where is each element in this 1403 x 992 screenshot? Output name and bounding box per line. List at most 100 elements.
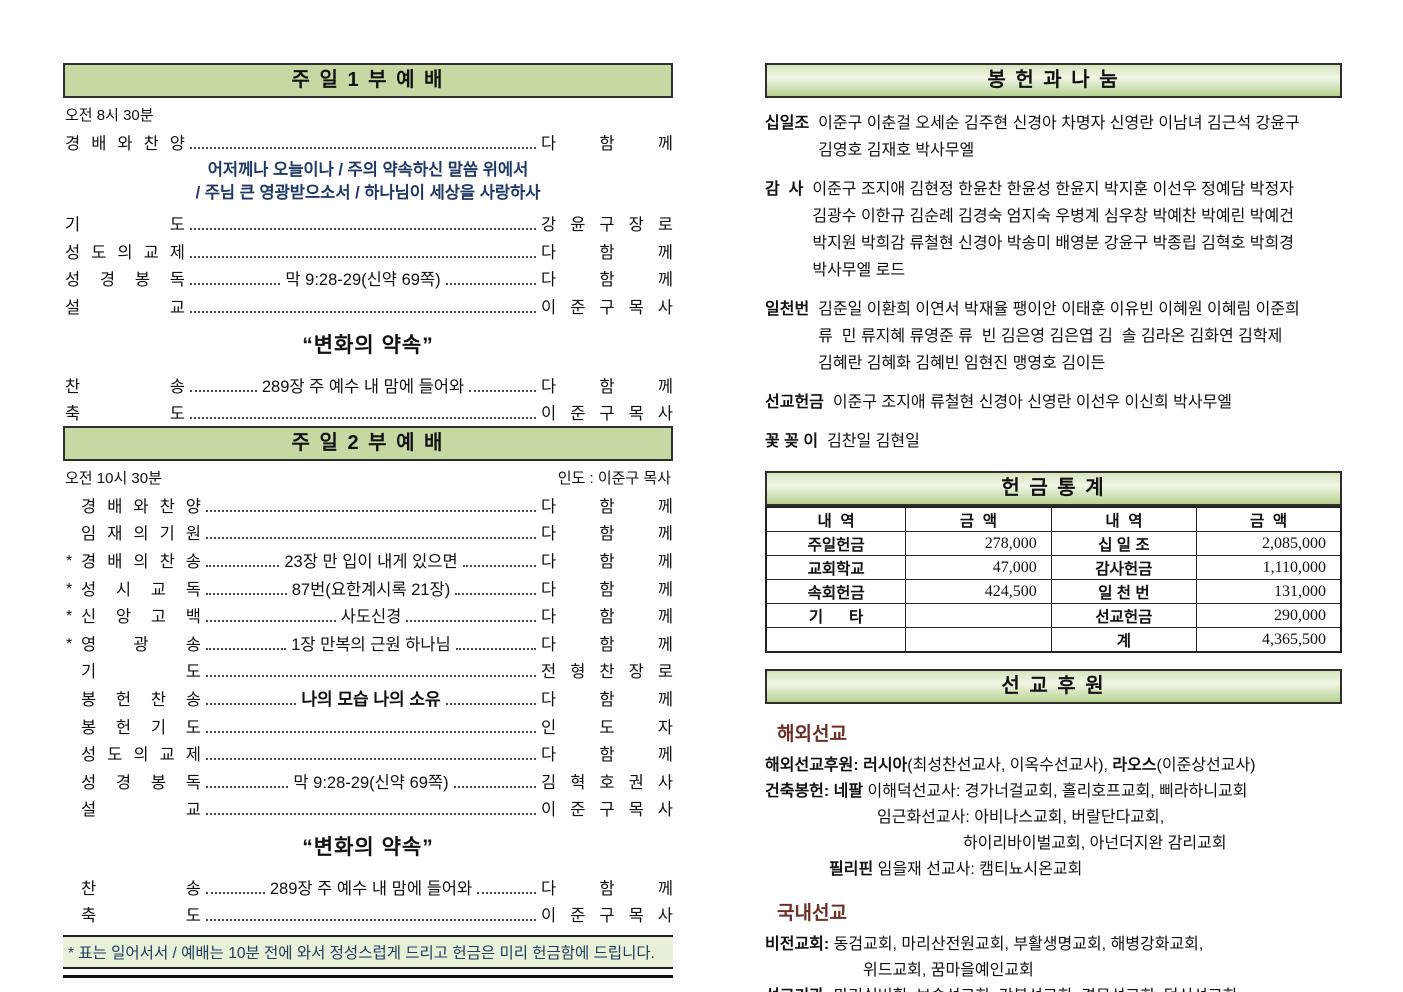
- dotted-leader: [206, 813, 536, 816]
- service-item-person: 다 함 께: [541, 525, 673, 544]
- service-item-person: 다 함 께: [541, 377, 674, 396]
- mission-text: 동검교회, 마리산전원교회, 부활생명교회, 해병강화교회,: [833, 936, 1204, 953]
- dotted-leader: [190, 283, 281, 286]
- service-item-person: 다 함 께: [541, 134, 673, 153]
- offering-names-line: 박사무엘 로드: [812, 262, 906, 279]
- dotted-leader: [453, 785, 537, 788]
- service-item-label: 경 배 와 찬 양: [65, 134, 185, 153]
- stats-amount-cell: 2,085,000: [1196, 531, 1342, 556]
- stats-amount-cell: 290,000: [1196, 603, 1342, 628]
- stats-item-cell: 십 일 조: [1050, 531, 1198, 556]
- mission-text: 임근화선교사: 아비나스교회, 버랄단다교회,: [877, 809, 1165, 826]
- offering-names-line: 이준구 조지애 김현정 한윤찬 한윤성 한윤지 박지훈 이선우 정예담 박정자: [812, 181, 1294, 198]
- hymn-medley-line: 어저께나 오늘이나 / 주의 약속하신 말씀 위에서: [207, 160, 529, 179]
- mission-line: 하이리바이벌교회, 아넌더지완 감리교회: [765, 831, 1342, 857]
- dotted-leader: [206, 758, 536, 761]
- service-item-person: 이 준 구 목 사: [541, 405, 673, 424]
- service-line: 봉 헌 찬 송 나의 모습 나의 소유 다 함 께: [63, 684, 673, 712]
- service-item-label: 경 배 의 찬 송: [81, 552, 201, 571]
- offering-names-line: 김광수 이한규 김순례 김경숙 엄지숙 우병계 심우창 박예찬 박예린 박예건: [812, 208, 1294, 225]
- offering-group: 선교헌금 이준구 조지애 류철현 신경아 신영란 이선우 이신희 박사무엘: [765, 389, 1342, 416]
- stats-item-cell: 기 타: [765, 603, 907, 628]
- service-item-detail: 막 9:28-29(신약 69쪽): [293, 773, 449, 792]
- mission-text: 이해덕선교사: 경가너걸교회, 홀리호프교회, 삐라하니교회: [867, 783, 1248, 800]
- dotted-leader: [206, 919, 536, 922]
- service-line: * 경 배 의 찬 송 23장 만 입이 내게 있으면 다 함 께: [63, 546, 673, 574]
- hymn-medley: 어저께나 오늘이나 / 주의 약속하신 말씀 위에서 / 주님 큰 영광받으소서 …: [63, 159, 673, 206]
- offering-group-label: 십일조: [765, 115, 810, 132]
- service-item-label: 봉 헌 찬 송: [81, 690, 201, 709]
- stats-amount-cell: 4,365,500: [1196, 627, 1342, 653]
- stats-item-cell: 속회헌금: [765, 579, 907, 604]
- service-item-person: 다 함 께: [541, 608, 674, 627]
- service-item-label: 신 앙 고 백: [81, 608, 201, 627]
- mission-header-bar: 선 교 후 원: [765, 669, 1342, 704]
- standing-asterisk: *: [66, 580, 73, 598]
- service-item-label: 임 재 의 기 원: [81, 525, 201, 544]
- service-item-label: 설 교: [65, 298, 185, 317]
- mission-support-section: 선 교 후 원 해외선교 해외선교후원: 러시아(최성찬선교사, 이옥수선교사)…: [765, 669, 1342, 992]
- stats-amount-cell: [905, 627, 1052, 653]
- service-line: * 신 앙 고 백 사도신경 다 함 께: [63, 602, 673, 630]
- dotted-leader: [190, 389, 257, 392]
- mission-bold-label: 비전교회:: [765, 936, 834, 953]
- offering-names-line: 김영호 김재호 박사무엘: [818, 142, 975, 159]
- dotted-leader: [206, 509, 536, 512]
- mission-bold-label: 선교기관:: [765, 988, 834, 992]
- dotted-leader: [206, 620, 336, 623]
- overseas-mission-lines: 해외선교후원: 러시아(최성찬선교사, 이옥수선교사), 라오스(이준상선교사)…: [765, 753, 1342, 883]
- stats-item-cell: 일 천 번: [1050, 579, 1198, 604]
- stats-amount-cell: 131,000: [1196, 579, 1342, 604]
- stats-title: 헌 금 통 계: [1001, 477, 1106, 499]
- dotted-leader: [455, 592, 537, 595]
- service-item-detail: 289장 주 예수 내 맘에 들어와: [261, 377, 465, 396]
- service-item-label: 성 도 의 교 제: [81, 746, 201, 765]
- mission-line: 비전교회: 동검교회, 마리산전원교회, 부활생명교회, 해병강화교회,: [765, 932, 1342, 958]
- service-item-label: 설 교: [81, 801, 201, 820]
- mission-line: 건축봉헌: 네팔 이해덕선교사: 경가너걸교회, 홀리호프교회, 삐라하니교회: [765, 779, 1342, 805]
- service-item-detail: 막 9:28-29(신약 69쪽): [285, 271, 441, 290]
- standing-note-bar: * 표는 일어서서 / 예배는 10분 전에 와서 정성스럽게 드리고 헌금은 …: [63, 935, 673, 970]
- overseas-mission-heading: 해외선교: [777, 724, 847, 745]
- dotted-leader: [206, 785, 289, 788]
- offering-group-label: 꽃 꽂 이: [765, 433, 819, 450]
- service-item-label: 기 도: [65, 216, 185, 235]
- offering-header-bar: 봉 헌 과 나 눔: [765, 63, 1342, 98]
- mission-bold-label: 러시아: [863, 757, 908, 774]
- offering-names: 김찬일 김현일: [827, 428, 1342, 455]
- dotted-leader: [190, 310, 536, 313]
- offering-group-label: 일천번: [765, 301, 810, 318]
- hymn-medley-line: / 주님 큰 영광받으소서 / 하나님이 세상을 사랑하사: [195, 184, 541, 203]
- domestic-mission-heading: 국내선교: [777, 903, 847, 924]
- service-item-detail: 87번(요한계시록 21장): [291, 580, 451, 599]
- service-item-label: 성 도 의 교 제: [65, 243, 185, 262]
- stats-item-cell: 교회학교: [765, 555, 907, 580]
- mission-line: 필리핀 임을재 선교사: 캠티뇨시온교회: [765, 857, 1342, 883]
- service-item-label: 축 도: [81, 907, 201, 926]
- sermon-title: “변화의 약속”: [302, 836, 434, 860]
- service-item-person: 이 준 구 목 사: [541, 298, 673, 317]
- stats-item-cell: 주일헌금: [765, 531, 907, 556]
- offering-column: 봉 헌 과 나 눔 십일조 이준구 이춘걸 오세순 김주현 신경아 차명자 신영란…: [765, 63, 1342, 992]
- dotted-leader: [206, 730, 536, 733]
- dotted-leader: [445, 283, 537, 286]
- mission-bold-label: 라오스: [1112, 757, 1157, 774]
- mission-text: (최성찬선교사, 이옥수선교사),: [907, 757, 1113, 774]
- mission-bold-label: 네팔: [833, 783, 868, 800]
- service-item-label: 봉 헌 기 도: [81, 718, 201, 737]
- offering-names: 이준구 이춘걸 오세순 김주현 신경아 차명자 신영란 이남녀 김근석 강윤구 김…: [818, 110, 1342, 164]
- mission-line: 위드교회, 꿈마을예인교회: [765, 958, 1342, 984]
- service-item-person: 다 함 께: [541, 580, 674, 599]
- dotted-leader: [206, 592, 287, 595]
- service-line: * 영 광 송 1장 만복의 근원 하나님 다 함 께: [63, 629, 673, 657]
